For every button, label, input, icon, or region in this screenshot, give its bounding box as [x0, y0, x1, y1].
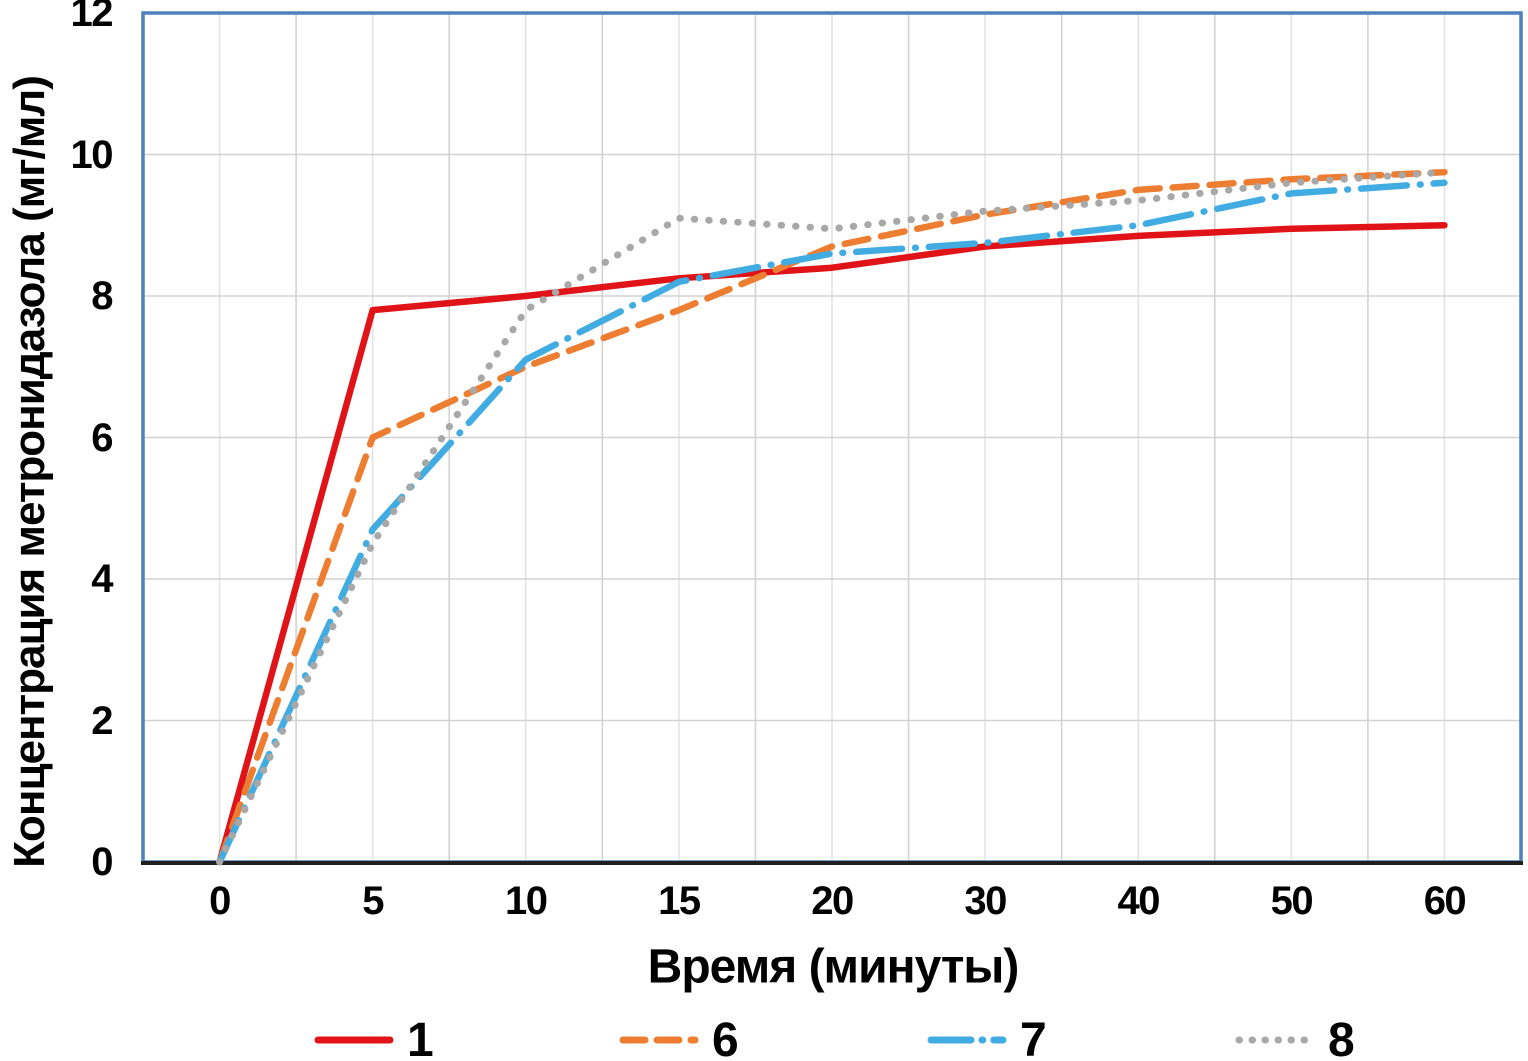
x-tick-label: 60 — [1423, 879, 1467, 923]
y-tick-label: 2 — [91, 698, 113, 743]
legend-item-7: 7 — [927, 1012, 1047, 1061]
legend-item-6: 6 — [619, 1012, 739, 1061]
legend-swatch-8 — [1235, 1036, 1315, 1044]
x-tick-label: 0 — [209, 879, 231, 923]
legend-swatch-6 — [619, 1036, 699, 1044]
legend-label-1: 1 — [407, 1013, 434, 1061]
series-line-1 — [216, 222, 1448, 866]
y-tick-label: 0 — [91, 840, 113, 884]
x-tick-label: 50 — [1270, 879, 1314, 923]
legend-label-8: 8 — [1328, 1013, 1355, 1061]
x-tick-label: 5 — [362, 879, 384, 923]
legend-item-8: 8 — [1235, 1012, 1355, 1061]
y-axis-title: Концентрация метронидазола (мг/мл) — [5, 76, 54, 868]
y-tick-label: 6 — [91, 415, 113, 460]
legend-swatch-1 — [314, 1036, 394, 1044]
series-line-7 — [216, 179, 1448, 866]
series-line-8 — [216, 168, 1448, 866]
x-tick-label: 40 — [1117, 879, 1160, 923]
y-tick-label: 10 — [70, 132, 114, 177]
legend-label-7: 7 — [1020, 1013, 1047, 1061]
x-tick-label: 15 — [658, 879, 701, 923]
legend-item-1: 1 — [314, 1012, 434, 1061]
x-tick-label: 20 — [811, 879, 854, 923]
series-line-6 — [216, 168, 1448, 866]
x-axis-title: Время (минуты) — [647, 940, 1020, 994]
y-tick-label: 8 — [91, 274, 113, 318]
legend-label-6: 6 — [712, 1013, 739, 1061]
x-tick-label: 10 — [505, 879, 548, 923]
x-tick-label: 30 — [964, 879, 1007, 923]
y-tick-label: 4 — [91, 557, 113, 601]
legend-swatch-7 — [927, 1036, 1007, 1044]
y-tick-label: 12 — [70, 0, 114, 35]
